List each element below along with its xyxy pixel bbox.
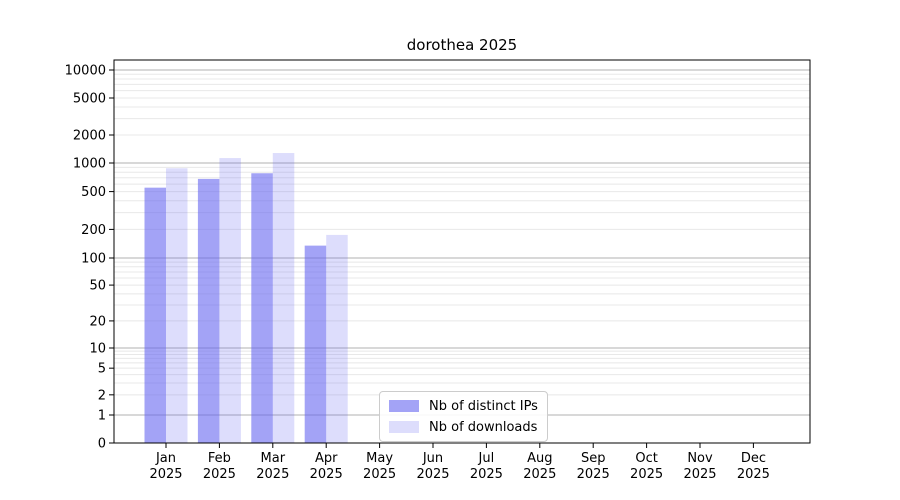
y-tick-label: 200 xyxy=(81,223,106,238)
x-tick-label-apr: Apr 2025 xyxy=(310,451,343,482)
y-tick-label: 10000 xyxy=(65,64,106,79)
x-tick-label-aug: Aug 2025 xyxy=(523,451,556,482)
y-tick-label: 100 xyxy=(81,252,106,267)
bar-jan-distinct-ips xyxy=(144,187,166,443)
legend-swatch-distinct-ips xyxy=(389,400,419,412)
x-tick-label-feb: Feb 2025 xyxy=(203,451,236,482)
y-tick-label: 0 xyxy=(98,437,106,452)
x-tick-label-nov: Nov 2025 xyxy=(683,451,716,482)
bar-feb-distinct-ips xyxy=(197,178,220,443)
y-tick-label: 1 xyxy=(98,409,106,424)
y-tick-label: 2 xyxy=(98,388,106,403)
y-tick-label: 5 xyxy=(98,362,106,377)
y-tick-label: 2000 xyxy=(73,129,106,144)
y-tick-label: 1000 xyxy=(73,157,106,172)
y-tick-label: 500 xyxy=(81,185,106,200)
x-tick-label-jan: Jan 2025 xyxy=(149,451,182,482)
x-tick-label-jul: Jul 2025 xyxy=(470,451,503,482)
bar-mar-downloads xyxy=(272,153,295,443)
x-tick-label-mar: Mar 2025 xyxy=(256,451,289,482)
y-tick-label: 50 xyxy=(89,279,106,294)
legend-label-distinct-ips: Nb of distinct IPs xyxy=(429,398,538,414)
bar-mar-distinct-ips xyxy=(251,173,273,443)
legend-label-downloads: Nb of downloads xyxy=(429,419,538,435)
x-tick-label-dec: Dec 2025 xyxy=(737,451,770,482)
bar-feb-downloads xyxy=(219,158,241,443)
bar-apr-distinct-ips xyxy=(304,245,327,443)
y-tick-label: 5000 xyxy=(73,91,106,106)
legend-row-distinct-ips: Nb of distinct IPs xyxy=(389,397,538,415)
x-tick-label-oct: Oct 2025 xyxy=(630,451,663,482)
x-tick-label-sep: Sep 2025 xyxy=(577,451,610,482)
legend-row-downloads: Nb of downloads xyxy=(389,418,538,436)
chart-title: dorothea 2025 xyxy=(406,36,518,54)
legend-swatch-downloads xyxy=(389,421,419,433)
bar-apr-downloads xyxy=(326,234,348,443)
legend: Nb of distinct IPs Nb of downloads xyxy=(379,391,548,442)
y-tick-label: 20 xyxy=(89,314,106,329)
bar-jan-downloads xyxy=(166,168,188,443)
x-tick-label-may: May 2025 xyxy=(363,451,396,482)
plot-frame xyxy=(113,59,811,444)
x-tick-label-jun: Jun 2025 xyxy=(416,451,449,482)
y-tick-label: 10 xyxy=(89,342,106,357)
